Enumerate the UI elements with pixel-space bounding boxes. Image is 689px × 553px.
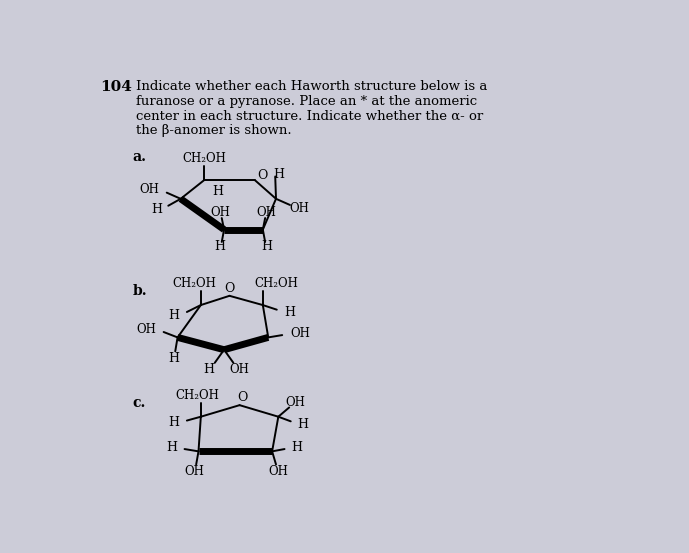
Text: c.: c.	[132, 396, 146, 410]
Text: OH: OH	[269, 465, 288, 478]
Text: H: H	[215, 240, 226, 253]
Text: H: H	[151, 203, 162, 216]
Text: furanose or a pyranose. Place an * at the anomeric: furanose or a pyranose. Place an * at th…	[136, 95, 477, 108]
Text: OH: OH	[210, 206, 230, 219]
Text: OH: OH	[257, 206, 277, 219]
Text: H: H	[168, 309, 179, 322]
Text: OH: OH	[289, 201, 309, 215]
Text: OH: OH	[290, 327, 310, 340]
Text: OH: OH	[185, 465, 205, 478]
Text: H: H	[273, 168, 284, 181]
Text: H: H	[291, 441, 302, 454]
Text: CH₂OH: CH₂OH	[255, 277, 299, 290]
Text: OH: OH	[229, 363, 249, 376]
Text: the β-anomer is shown.: the β-anomer is shown.	[136, 124, 292, 137]
Text: CH₂OH: CH₂OH	[175, 389, 219, 401]
Text: OH: OH	[139, 183, 159, 196]
Text: center in each structure. Indicate whether the α- or: center in each structure. Indicate wheth…	[136, 109, 484, 122]
Text: H: H	[168, 352, 179, 366]
Text: H: H	[203, 363, 214, 376]
Text: OH: OH	[136, 323, 156, 336]
Text: 104: 104	[100, 80, 132, 94]
Text: OH: OH	[285, 397, 305, 409]
Text: H: H	[261, 240, 272, 253]
Text: O: O	[238, 391, 248, 404]
Text: O: O	[258, 169, 268, 182]
Text: H: H	[166, 441, 177, 454]
Text: a.: a.	[132, 149, 147, 164]
Text: H: H	[168, 416, 179, 429]
Text: CH₂OH: CH₂OH	[173, 277, 216, 290]
Text: H: H	[298, 418, 309, 431]
Text: b.: b.	[132, 284, 147, 298]
Text: O: O	[225, 281, 235, 295]
Text: Indicate whether each Haworth structure below is a: Indicate whether each Haworth structure …	[136, 80, 488, 93]
Text: CH₂OH: CH₂OH	[182, 152, 226, 165]
Text: H: H	[212, 185, 223, 197]
Text: H: H	[285, 306, 296, 319]
